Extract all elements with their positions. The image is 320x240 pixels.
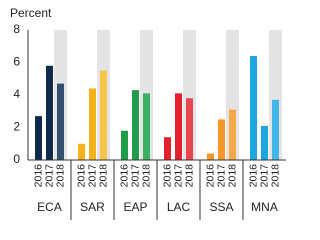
year-label: 2017 [86,164,98,188]
year-label: 2018 [97,164,109,188]
bar [89,88,96,160]
bar [132,90,139,160]
year-label: 2018 [54,164,66,188]
bar [164,137,171,160]
y-tick-label: 4 [13,87,20,101]
year-label: 2016 [247,164,259,188]
bar [207,153,214,160]
bar [272,99,279,160]
x-tick-label: LAC [167,200,191,214]
year-label: 2018 [269,164,281,188]
bar [218,119,225,160]
bar [175,93,182,160]
bar [100,70,107,160]
x-tick-label: SSA [209,200,233,214]
year-label: 2016 [204,164,216,188]
year-label: 2017 [129,164,141,188]
bar [261,125,268,160]
year-label: 2016 [118,164,130,188]
x-tick-label: ECA [37,200,62,214]
bar [229,109,236,160]
bar [35,116,42,160]
bar [46,65,53,160]
year-label: 2018 [183,164,195,188]
year-label: 2017 [258,164,270,188]
y-tick-label: 6 [13,55,20,69]
y-tick-label: 8 [13,22,20,36]
year-label: 2016 [161,164,173,188]
year-label: 2017 [172,164,184,188]
year-label: 2018 [226,164,238,188]
bar [186,98,193,160]
year-label: 2017 [43,164,55,188]
y-tick-label: 2 [13,120,20,134]
bar [78,143,85,160]
x-tick-label: EAP [123,200,147,214]
year-label: 2017 [215,164,227,188]
y-tick-label: 0 [13,152,20,166]
x-tick-label: MNA [251,200,278,214]
bar [250,56,257,160]
year-label: 2016 [32,164,44,188]
bar [57,83,64,160]
bar [121,130,128,160]
y-axis-label: Percent [10,6,52,20]
year-label: 2016 [75,164,87,188]
year-label: 2018 [140,164,152,188]
bar [143,93,150,160]
x-tick-label: SAR [80,200,105,214]
